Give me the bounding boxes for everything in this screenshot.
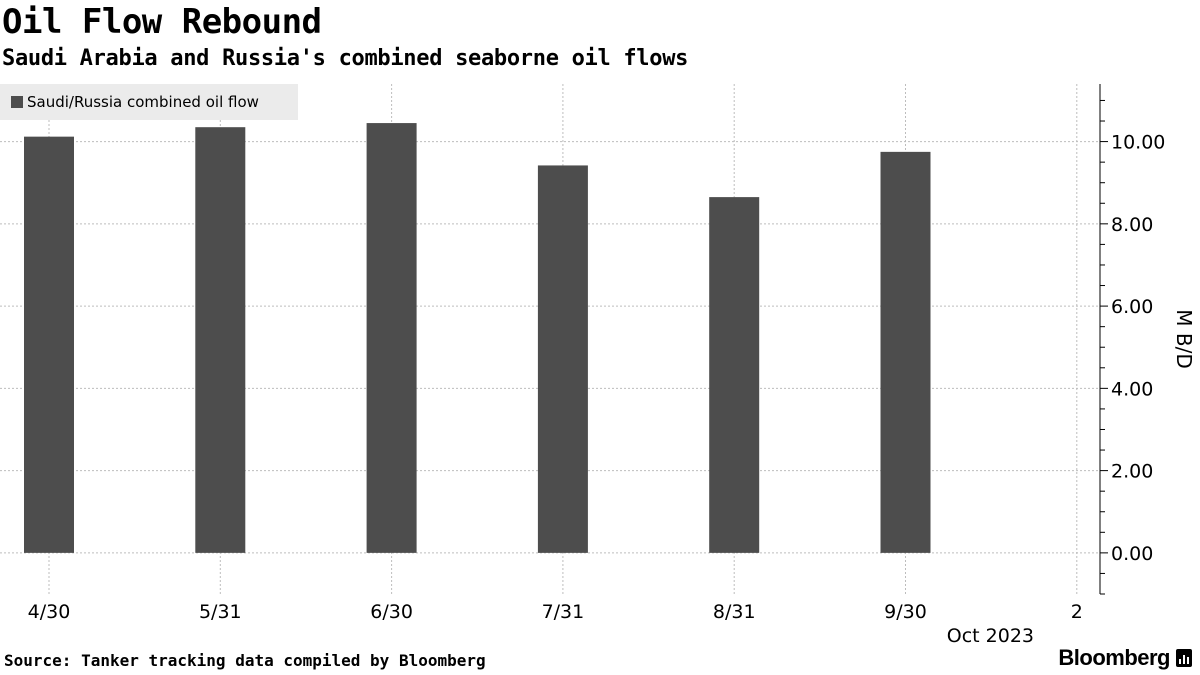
x-tick-label: 9/30 — [884, 601, 927, 623]
bars — [24, 123, 931, 553]
brand-logo: Bloomberg — [1058, 645, 1192, 671]
x-axis-labels: 4/30 5/31 6/30 7/31 8/31 9/30 2 Oct 2023 — [28, 601, 1083, 647]
x-tick-label: 2 — [1071, 601, 1083, 623]
x-tick-label: 7/31 — [542, 601, 585, 623]
y-tick-label: 6.00 — [1111, 296, 1153, 318]
y-tick-label: 10.00 — [1111, 132, 1165, 154]
source-note: Source: Tanker tracking data compiled by… — [4, 651, 486, 670]
bar — [709, 197, 760, 553]
legend-swatch — [11, 96, 23, 108]
bar — [24, 136, 74, 553]
legend-label: Saudi/Russia combined oil flow — [27, 93, 259, 111]
y-tick-label: 0.00 — [1111, 543, 1153, 565]
x-tick-label: 4/30 — [28, 601, 71, 623]
y-tick-label: 4.00 — [1111, 378, 1153, 400]
chart-title: Oil Flow Rebound — [2, 2, 322, 42]
terminal-icon — [1176, 649, 1192, 667]
brand-wordmark: Bloomberg — [1058, 645, 1170, 670]
bar — [366, 123, 417, 553]
y-tick-label: 8.00 — [1111, 214, 1153, 236]
x-axis-sublabel: Oct 2023 — [947, 625, 1034, 647]
y-axis-label: M B/D — [1172, 309, 1196, 368]
legend: Saudi/Russia combined oil flow — [0, 84, 298, 120]
bar — [537, 165, 588, 553]
x-tick-label: 5/31 — [199, 601, 242, 623]
bar — [195, 127, 246, 553]
y-tick-label: 2.00 — [1111, 461, 1153, 483]
bar — [880, 151, 931, 553]
x-tick-label: 8/31 — [713, 601, 756, 623]
x-tick-label: 6/30 — [370, 601, 413, 623]
y-axis: 0.00 2.00 4.00 6.00 8.00 10.00 M B/D — [1099, 84, 1196, 595]
chart-subtitle: Saudi Arabia and Russia's combined seabo… — [2, 46, 689, 71]
